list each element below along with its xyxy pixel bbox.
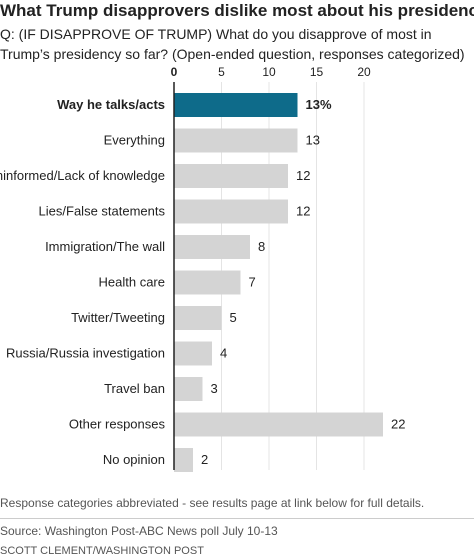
value-label: 3 <box>211 381 218 396</box>
bar <box>174 341 212 366</box>
category-label: Other responses <box>69 417 166 432</box>
value-label: 4 <box>220 346 227 361</box>
category-label: Travel ban <box>104 381 165 396</box>
value-label: 12 <box>296 168 310 183</box>
value-label: 22 <box>391 417 405 432</box>
bar-chart: 0 5 10 15 20 Way he talks/acts Everything Unin… <box>0 65 405 472</box>
category-label: Lies/False statements <box>39 204 166 219</box>
value-label: 7 <box>249 275 256 290</box>
value-label: 2 <box>201 452 208 467</box>
category-label: Way he talks/acts <box>57 97 165 112</box>
category-label: Everything <box>104 133 165 148</box>
chart-title: What Trump disapprovers dislike most abo… <box>0 1 474 20</box>
bar <box>174 128 298 153</box>
x-axis-ticks: 0 5 10 15 20 <box>171 65 371 79</box>
category-label: No opinion <box>103 452 165 467</box>
category-labels: Way he talks/acts Everything Uninformed/La… <box>0 97 165 467</box>
chart-question: Q: (IF DISAPPROVE OF TRUMP) What do you … <box>0 26 465 62</box>
x-tick-label: 15 <box>310 65 324 79</box>
x-tick-label: 5 <box>218 65 225 79</box>
bar <box>174 270 241 295</box>
category-label: Health care <box>99 275 165 290</box>
value-label: 8 <box>258 239 265 254</box>
bar <box>174 412 383 437</box>
divider-line <box>0 518 474 519</box>
bars <box>174 93 383 472</box>
source-line: Source: Washington Post-ABC News poll Ju… <box>0 524 278 538</box>
x-tick-label: 20 <box>357 65 371 79</box>
bar <box>174 235 250 259</box>
credit-line: SCOTT CLEMENT/WASHINGTON POST <box>0 545 204 557</box>
x-tick-label: 10 <box>262 65 276 79</box>
value-label: 12 <box>296 204 310 219</box>
value-label: 5 <box>230 310 237 325</box>
category-label: Twitter/Tweeting <box>71 310 165 325</box>
bar <box>174 448 193 472</box>
bar <box>174 306 222 330</box>
bar <box>174 199 288 224</box>
x-tick-label: 0 <box>171 65 178 79</box>
value-label: 13% <box>306 97 332 112</box>
bar <box>174 93 298 117</box>
chart-note: Response categories abbreviated - see re… <box>0 496 425 510</box>
bar <box>174 164 288 188</box>
bar <box>174 377 203 401</box>
value-label: 13 <box>306 133 320 148</box>
category-label: Russia/Russia investigation <box>6 346 165 361</box>
category-label: Immigration/The wall <box>45 239 165 254</box>
category-label: Uninformed/Lack of knowledge <box>0 168 165 183</box>
